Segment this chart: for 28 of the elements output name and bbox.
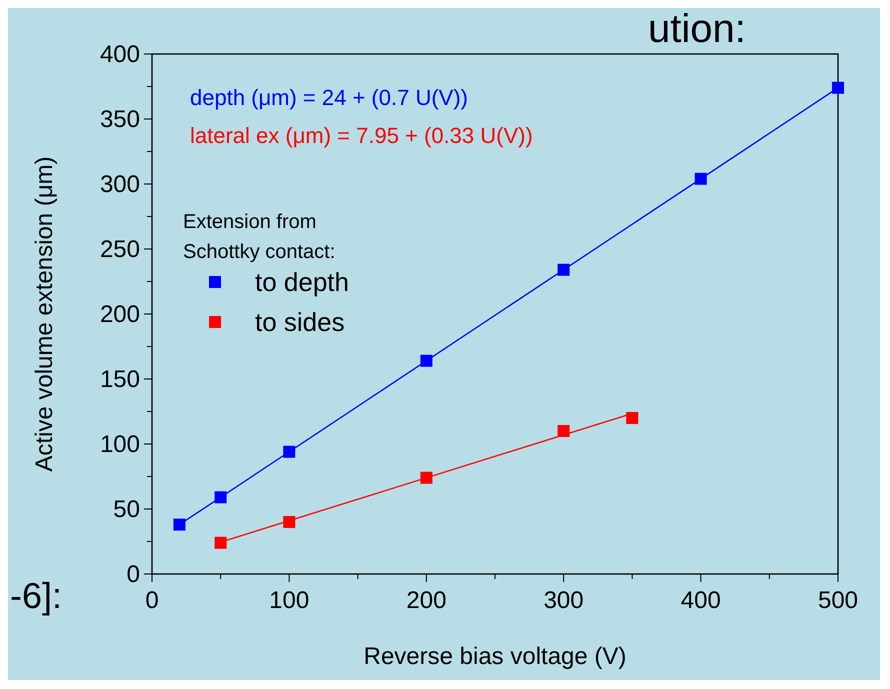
x-tick-label: 300 [544,587,584,614]
x-tick-label: 100 [269,587,310,614]
text: ution: [648,7,746,51]
legend-title: Extension from Schottky contact: [183,211,336,263]
y-tick-label: 250 [100,236,140,263]
text: -6]: [10,575,62,616]
y-tick-label: 300 [100,171,140,198]
annotation: depth (μm) = 24 + (0.7 U(V)) [190,85,468,110]
point [173,518,186,531]
point [832,82,844,94]
y-tick-label: 50 [113,496,140,523]
y-tick-label: 350 [100,106,140,133]
x-tick-label: 500 [818,587,858,614]
point [626,412,638,424]
legend-label: to depth [255,267,349,297]
y-axis-title: Active volume extension (μm) [31,156,58,472]
legend-label: to sides [255,307,345,337]
x-tick-label: 400 [680,587,721,614]
x-axis-title: Reverse bias voltage (V) [364,643,626,670]
y-tick-label: 200 [100,301,140,328]
x-tick-label: 200 [406,587,446,614]
y-tick-label: 150 [100,366,140,393]
y-tick-label: 400 [100,41,140,68]
x-tick-label: 0 [145,587,159,614]
y-tick-label: 0 [126,561,140,588]
y-tick-label: 100 [100,431,140,458]
annotation: lateral ex (μm) = 7.95 + (0.33 U(V)) [190,123,533,148]
point [214,536,227,549]
